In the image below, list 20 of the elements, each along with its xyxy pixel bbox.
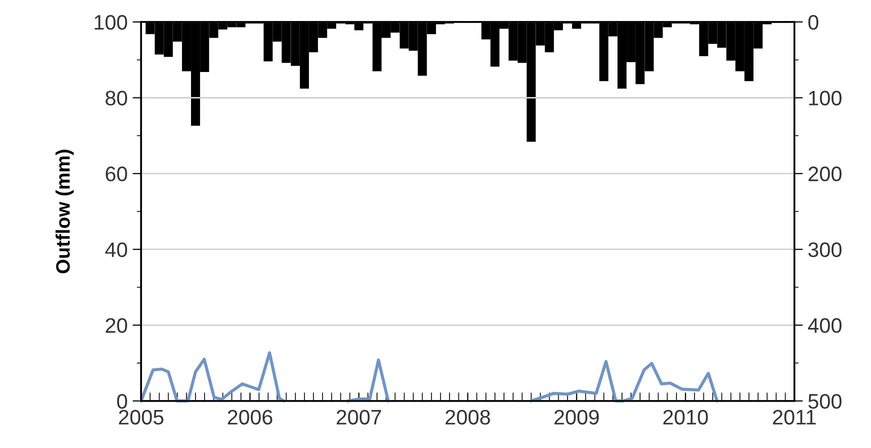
y-tick-label: 40 [105, 242, 128, 258]
y2-tick-label: 500 [808, 394, 842, 409]
y-tick-label: 60 [106, 166, 128, 182]
y2-tick-label: 400 [808, 318, 842, 333]
y-tick-label: 80 [106, 90, 128, 106]
x-tick-label: 2009 [554, 410, 599, 425]
y2-tick-label: 100 [809, 90, 842, 106]
y-axis-title: Outflow (mm) [56, 150, 74, 274]
y2-tick-label: 200 [808, 166, 842, 182]
x-tick-label: 2008 [446, 410, 490, 425]
x-tick-label: 2006 [228, 410, 272, 425]
x-tick-label: 2011 [773, 410, 816, 425]
x-tick-label: 2007 [336, 410, 381, 425]
y2-tick-label: 0 [808, 14, 818, 30]
y2-tick-label: 300 [808, 242, 842, 258]
y-tick-label: 0 [117, 394, 128, 409]
y-tick-label: 20 [106, 318, 128, 333]
x-tick-label: 2010 [663, 410, 708, 425]
x-tick-label: 2005 [118, 410, 164, 425]
y-tick-label: 100 [94, 14, 128, 30]
